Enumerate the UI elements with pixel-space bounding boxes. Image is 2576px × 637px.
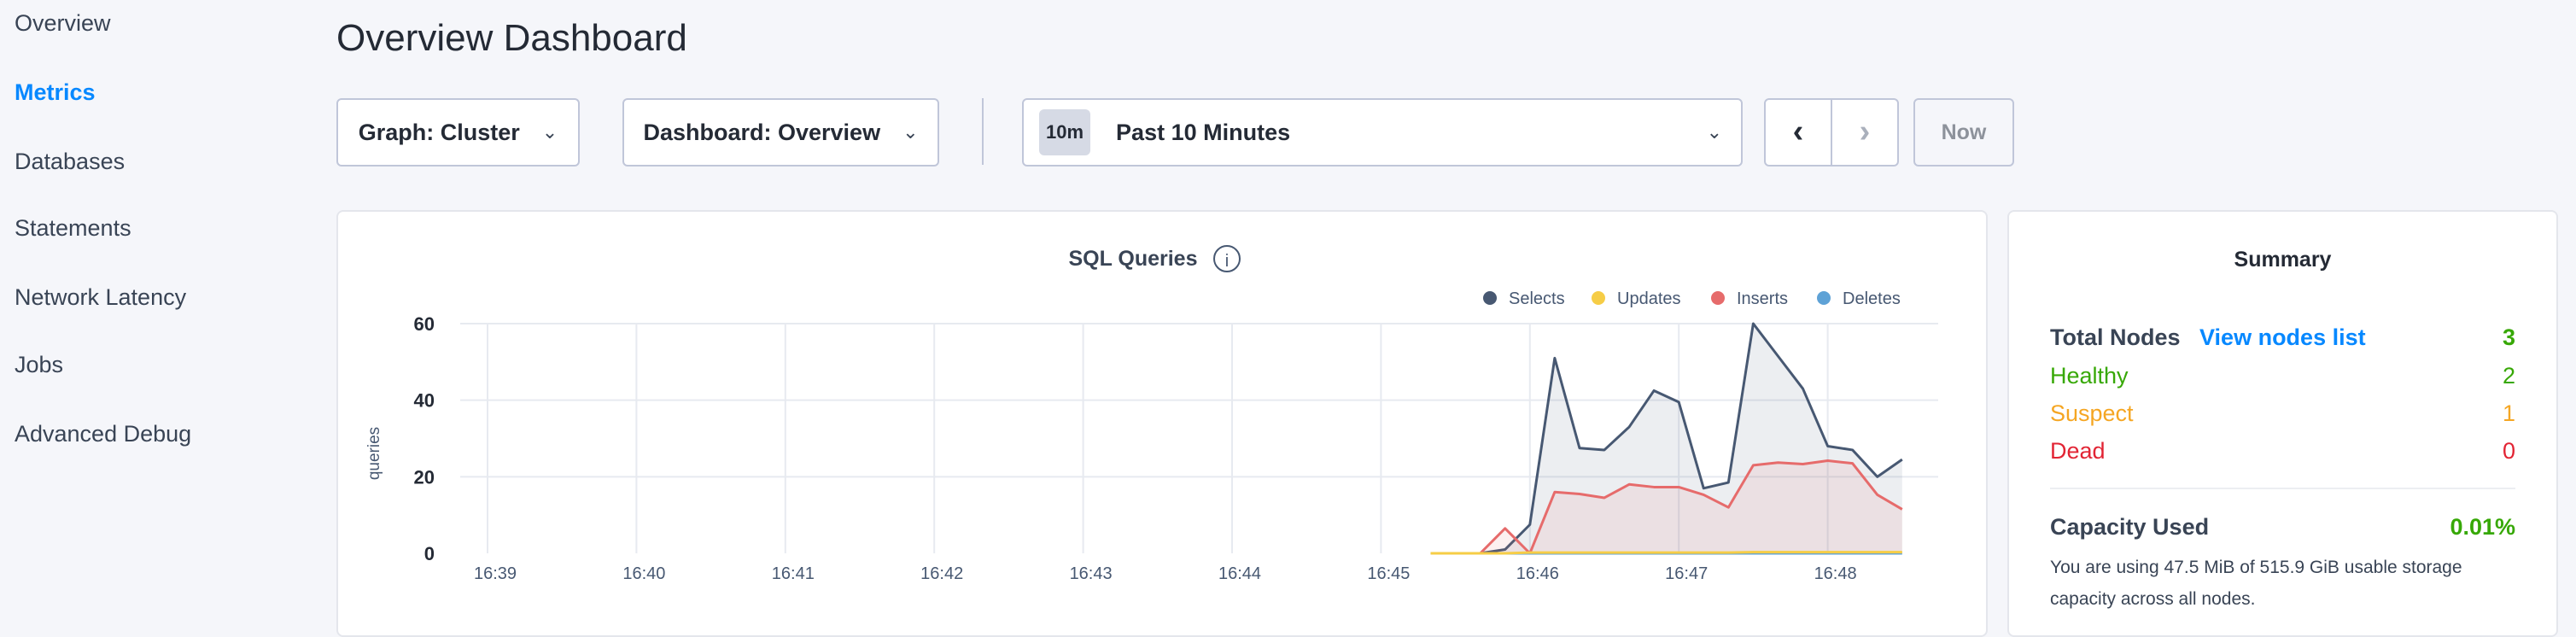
previous-button[interactable]: ‹ xyxy=(1766,100,1832,165)
dashboard-dropdown[interactable]: Dashboard: Overview ⌄ xyxy=(622,98,939,167)
legend-label-deletes: Deletes xyxy=(1843,289,1901,308)
chevron-down-icon: ⌄ xyxy=(542,121,558,143)
summary-card: Summary Total Nodes View nodes list 3 Hea… xyxy=(2007,210,2558,637)
y-tick-label: 60 xyxy=(414,313,435,335)
legend-dot-inserts xyxy=(1711,291,1725,305)
sql-queries-chart: SQL Queries i queries 0 20 40 60 16:39 16:40 1… xyxy=(336,210,1988,637)
dead-value: 0 xyxy=(2503,438,2515,465)
x-tick-label: 16:40 xyxy=(622,564,665,583)
y-axis-label: queries xyxy=(365,427,383,480)
graph-dropdown[interactable]: Graph: Cluster ⌄ xyxy=(336,98,580,167)
graph-dropdown-label: Graph: Cluster xyxy=(359,120,520,146)
capacity-desc-line: You are using 47.5 MiB of 515.9 GiB usab… xyxy=(2050,552,2462,583)
x-tick-label: 16:48 xyxy=(1814,564,1857,583)
chart-title: SQL Queries xyxy=(1069,247,1198,271)
x-tick-label: 16:39 xyxy=(474,564,517,583)
capacity-used-value: 0.01% xyxy=(2450,514,2515,541)
sidebar-item-metrics[interactable]: Metrics xyxy=(15,79,96,106)
sql-queries-chart-card: SQL Queries i queries 0 20 40 60 16:39 16:40 1… xyxy=(336,210,1988,637)
chevron-down-icon: ⌄ xyxy=(1707,121,1722,143)
y-tick-label: 0 xyxy=(424,543,435,564)
suspect-value: 1 xyxy=(2503,400,2515,427)
dashboard-dropdown-label: Dashboard: Overview xyxy=(643,120,880,146)
x-tick-label: 16:41 xyxy=(772,564,815,583)
y-tick-label: 20 xyxy=(414,466,435,488)
x-tick-label: 16:44 xyxy=(1218,564,1261,583)
time-range-dropdown[interactable]: 10m Past 10 Minutes ⌄ xyxy=(1022,98,1743,167)
sidebar-item-overview[interactable]: Overview xyxy=(15,10,111,37)
x-tick-label: 16:43 xyxy=(1070,564,1113,583)
legend-dot-deletes xyxy=(1817,291,1831,305)
time-badge: 10m xyxy=(1039,109,1090,155)
chevron-down-icon: ⌄ xyxy=(902,121,918,143)
svg-text:i: i xyxy=(1225,252,1229,271)
capacity-desc-line: capacity across all nodes. xyxy=(2050,583,2462,615)
toolbar-divider xyxy=(982,98,984,165)
healthy-label: Healthy xyxy=(2050,363,2129,389)
legend-label-updates: Updates xyxy=(1617,289,1681,308)
now-button[interactable]: Now xyxy=(1913,98,2014,167)
sidebar-item-databases[interactable]: Databases xyxy=(15,149,125,175)
x-tick-label: 16:47 xyxy=(1665,564,1708,583)
sidebar-item-advanced-debug[interactable]: Advanced Debug xyxy=(15,421,191,447)
suspect-label: Suspect xyxy=(2050,400,2134,427)
y-tick-label: 40 xyxy=(414,390,435,412)
sidebar-item-jobs[interactable]: Jobs xyxy=(15,352,63,378)
view-nodes-list-link[interactable]: View nodes list xyxy=(2199,324,2366,350)
capacity-description: You are using 47.5 MiB of 515.9 GiB usab… xyxy=(2050,552,2462,615)
legend-label-inserts: Inserts xyxy=(1737,289,1788,308)
x-tick-label: 16:42 xyxy=(920,564,963,583)
time-nav-group: ‹ › xyxy=(1764,98,1899,167)
sidebar-item-network-latency[interactable]: Network Latency xyxy=(15,284,186,311)
next-button[interactable]: › xyxy=(1832,100,1897,165)
sidebar-item-statements[interactable]: Statements xyxy=(15,215,131,242)
x-tick-label: 16:46 xyxy=(1516,564,1559,583)
legend-dot-updates xyxy=(1592,291,1605,305)
dead-label: Dead xyxy=(2050,438,2106,465)
time-range-label: Past 10 Minutes xyxy=(1116,120,1290,146)
total-nodes-value: 3 xyxy=(2503,324,2515,351)
healthy-value: 2 xyxy=(2503,363,2515,389)
info-icon[interactable]: i xyxy=(1214,246,1240,272)
capacity-used-label: Capacity Used xyxy=(2050,514,2209,541)
legend-label-selects: Selects xyxy=(1509,289,1565,308)
page-title: Overview Dashboard xyxy=(336,17,687,60)
legend-dot-selects xyxy=(1483,291,1497,305)
series-line-updates xyxy=(1431,552,1902,553)
x-tick-label: 16:45 xyxy=(1367,564,1410,583)
total-nodes-label: Total Nodes xyxy=(2050,324,2181,350)
summary-divider xyxy=(2050,488,2515,489)
summary-title: Summary xyxy=(2009,248,2556,272)
